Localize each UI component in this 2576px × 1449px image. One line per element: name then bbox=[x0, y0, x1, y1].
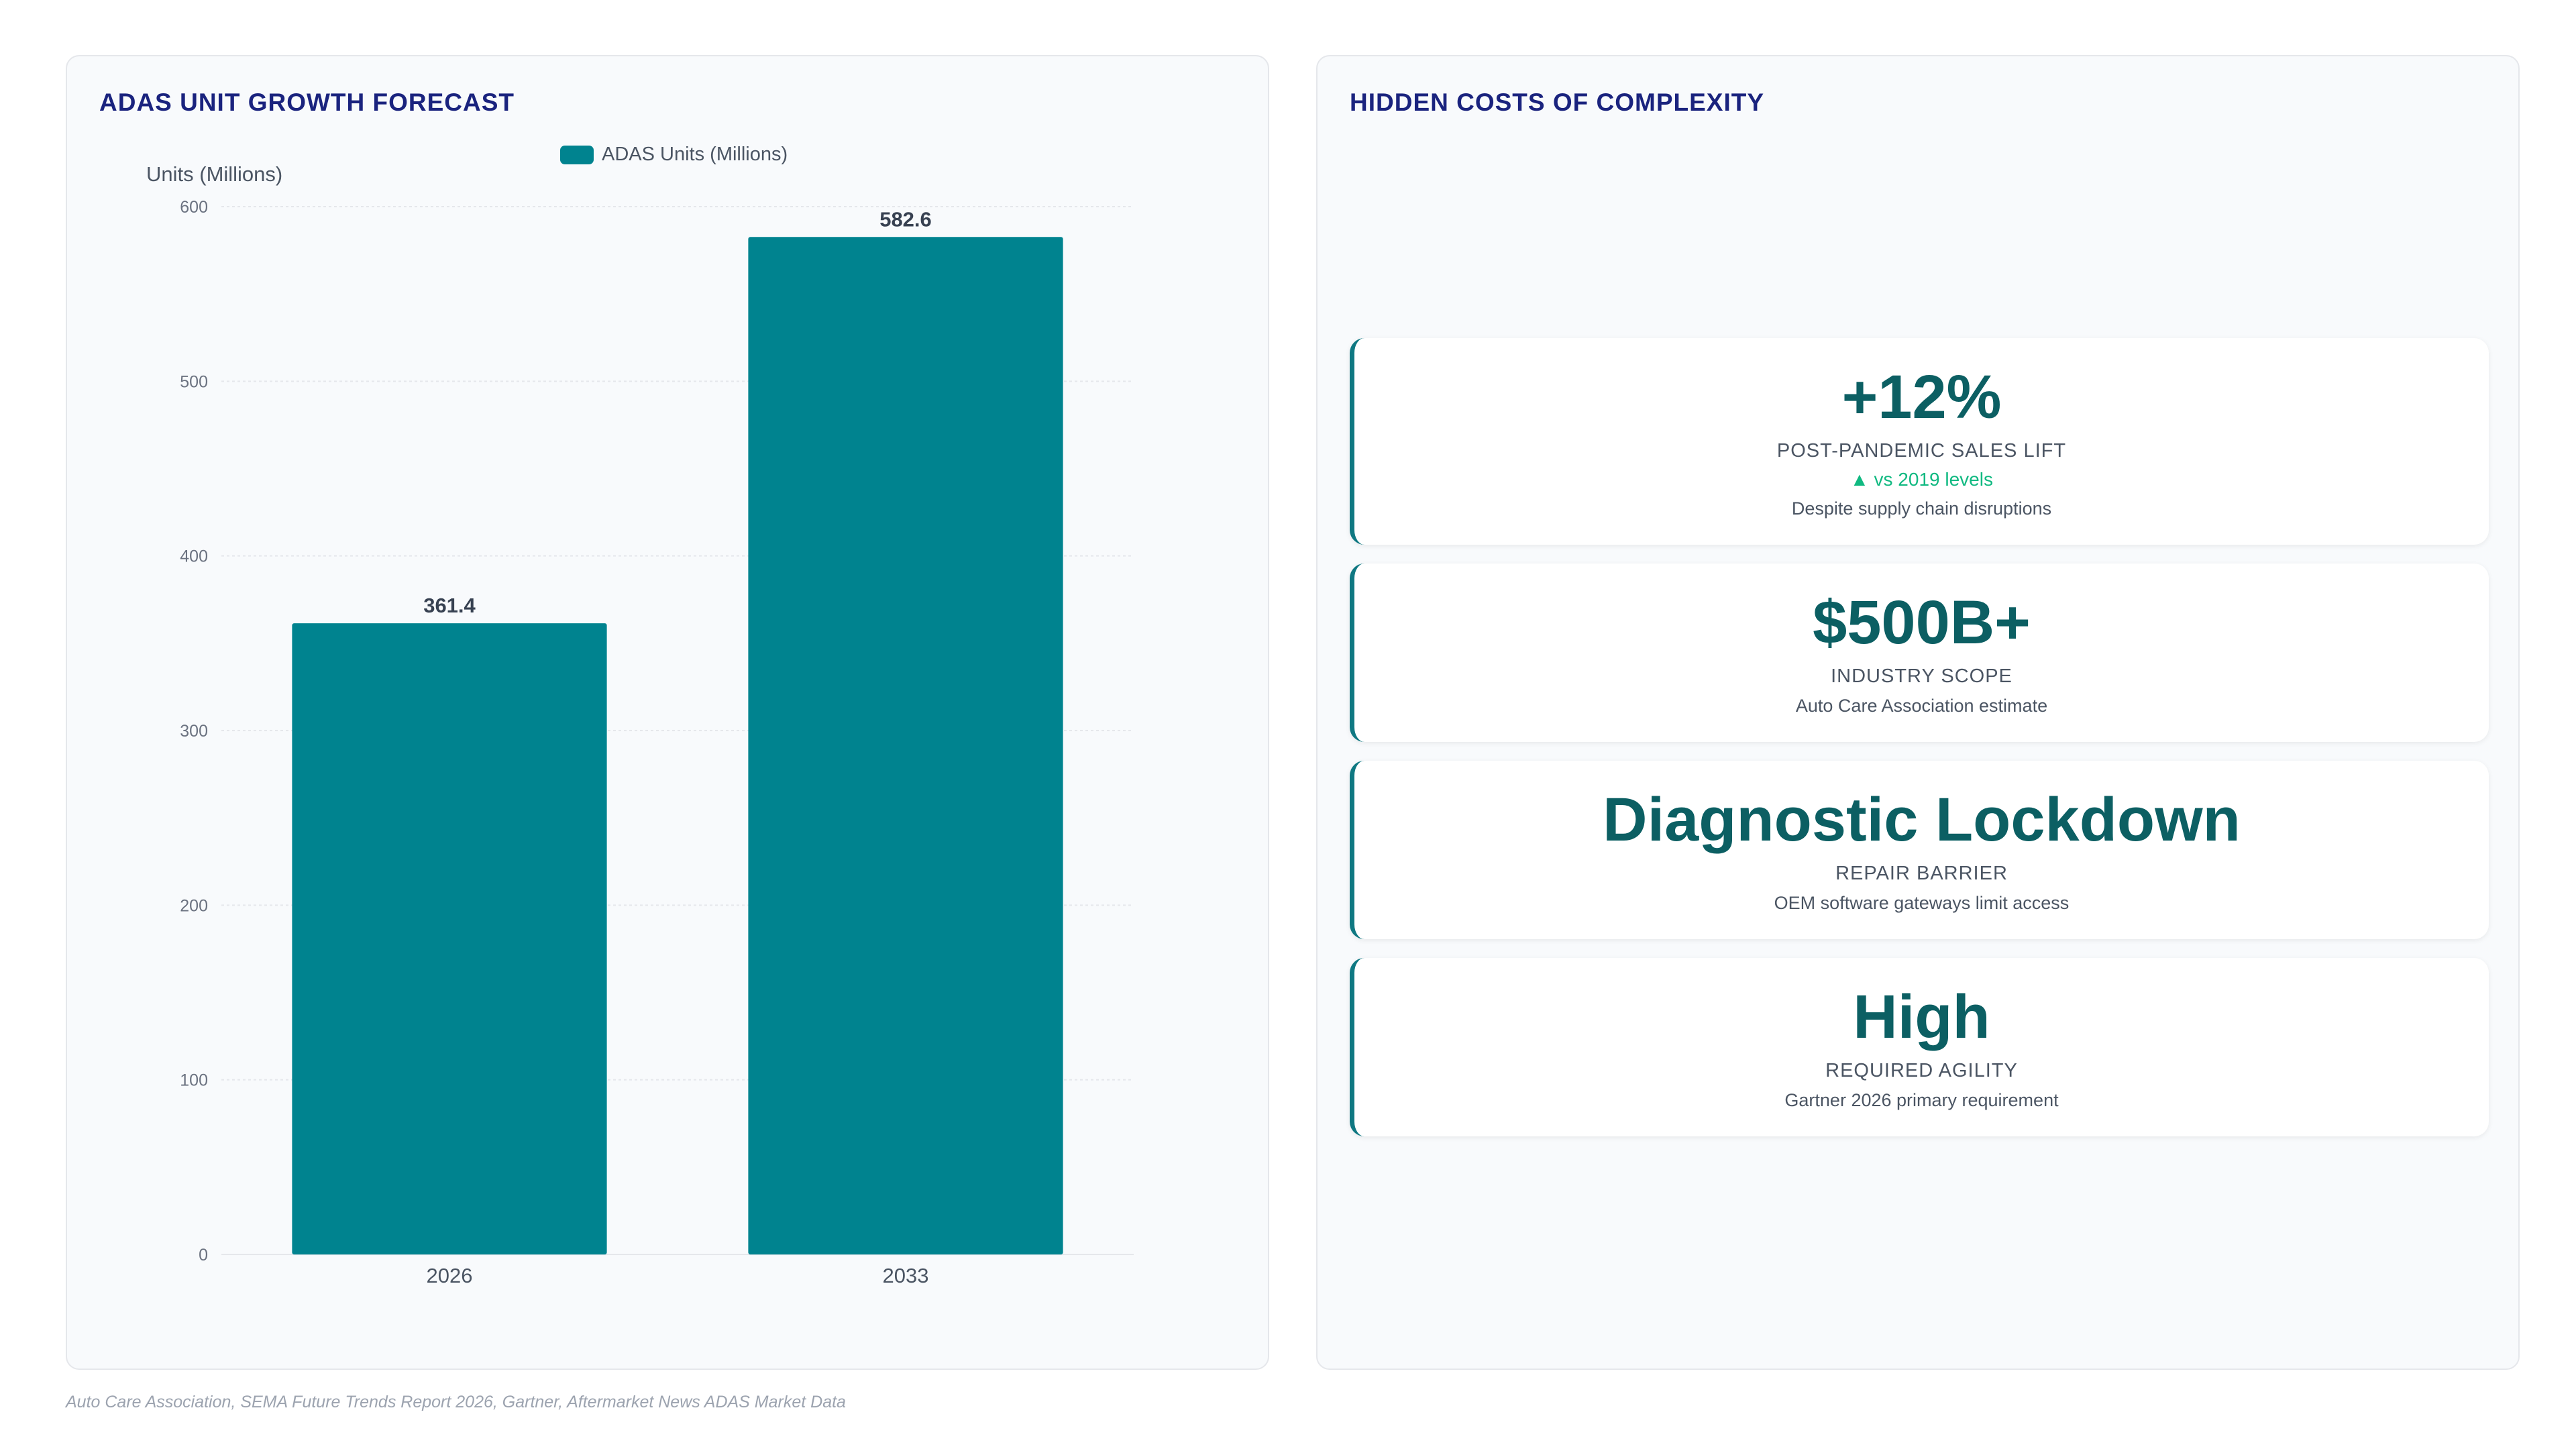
kpi-label: REPAIR BARRIER bbox=[1835, 863, 2008, 884]
bar bbox=[748, 237, 1063, 1255]
kpi-value: +12% bbox=[1841, 363, 2002, 431]
kpi-trend: ▲ vs 2019 levels bbox=[1850, 469, 1993, 490]
bar-data-label: 582.6 bbox=[879, 207, 932, 231]
kpi-note: OEM software gateways limit access bbox=[1774, 893, 2070, 913]
kpi-label: INDUSTRY SCOPE bbox=[1831, 665, 2012, 687]
kpi-card-repair-barrier: Diagnostic Lockdown REPAIR BARRIER OEM s… bbox=[1350, 761, 2489, 939]
chart-panel-title: ADAS UNIT GROWTH FORECAST bbox=[99, 89, 515, 116]
x-tick-label: 2033 bbox=[883, 1264, 929, 1287]
y-tick-label: 600 bbox=[180, 198, 208, 217]
y-tick-label: 400 bbox=[180, 547, 208, 566]
kpi-card-industry-scope: $500B+ INDUSTRY SCOPE Auto Care Associat… bbox=[1350, 564, 2489, 742]
bar-data-label: 361.4 bbox=[423, 594, 476, 617]
hidden-costs-panel: HIDDEN COSTS OF COMPLEXITY +12% POST-PAN… bbox=[1316, 55, 2520, 1370]
kpi-note: Despite supply chain disruptions bbox=[1791, 498, 2052, 519]
y-tick-label: 300 bbox=[180, 722, 208, 741]
kpi-label: POST-PANDEMIC SALES LIFT bbox=[1776, 440, 2067, 462]
y-axis-label: Units (Millions) bbox=[146, 162, 283, 186]
kpi-note: Auto Care Association estimate bbox=[1795, 696, 2048, 716]
kpi-value: Diagnostic Lockdown bbox=[1603, 786, 2241, 854]
kpi-label: REQUIRED AGILITY bbox=[1825, 1060, 2018, 1081]
kpi-card-list: +12% POST-PANDEMIC SALES LIFT ▲ vs 2019 … bbox=[1350, 338, 2489, 1155]
y-tick-label: 100 bbox=[180, 1071, 208, 1090]
adas-chart-panel: ADAS UNIT GROWTH FORECAST ADAS Units (Mi… bbox=[66, 55, 1269, 1370]
y-tick-label: 500 bbox=[180, 372, 208, 391]
source-footnote: Auto Care Association, SEMA Future Trend… bbox=[66, 1393, 846, 1411]
bar bbox=[292, 623, 607, 1254]
kpi-card-required-agility: High REQUIRED AGILITY Gartner 2026 prima… bbox=[1350, 958, 2489, 1136]
legend-swatch-icon bbox=[560, 145, 594, 164]
y-tick-label: 200 bbox=[180, 896, 208, 915]
bar-chart: 0 100 200 300 400 500 600 361.4 2026 582.6 2033 bbox=[180, 198, 1134, 1287]
kpi-value: High bbox=[1853, 983, 1990, 1051]
costs-panel-title: HIDDEN COSTS OF COMPLEXITY bbox=[1350, 89, 1765, 116]
x-tick-label: 2026 bbox=[427, 1264, 473, 1287]
kpi-note: Gartner 2026 primary requirement bbox=[1784, 1090, 2059, 1110]
chart-legend[interactable]: ADAS Units (Millions) bbox=[560, 144, 788, 166]
kpi-value: $500B+ bbox=[1813, 588, 2031, 657]
kpi-card-sales-lift: +12% POST-PANDEMIC SALES LIFT ▲ vs 2019 … bbox=[1350, 338, 2489, 545]
y-tick-label: 0 bbox=[199, 1246, 208, 1265]
legend-label: ADAS Units (Millions) bbox=[602, 144, 788, 165]
